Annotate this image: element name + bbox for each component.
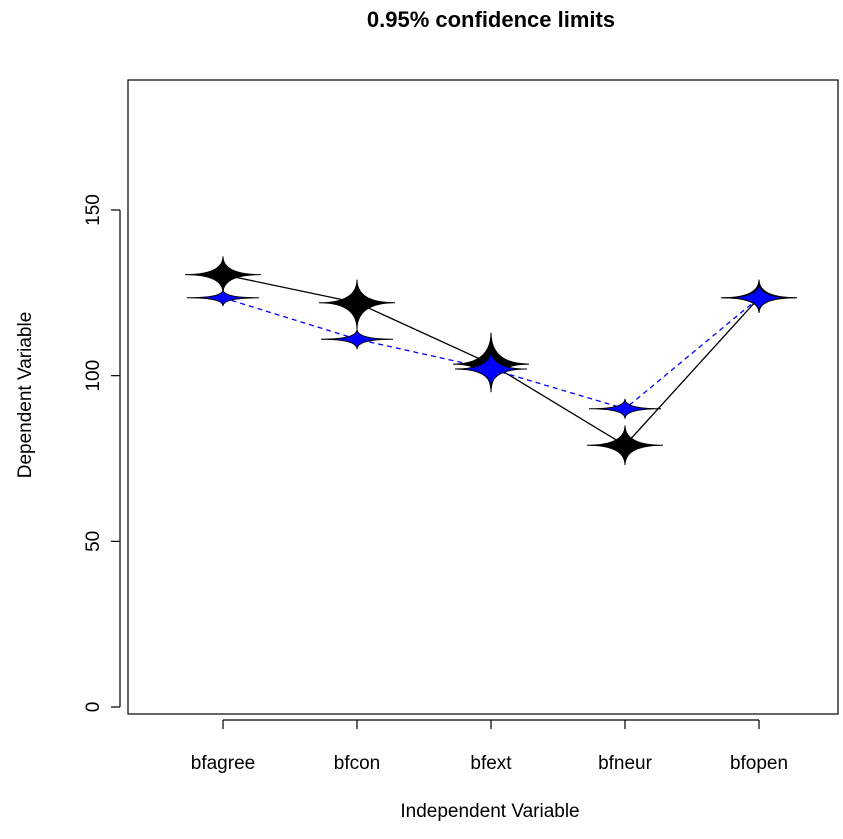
series-2-marker — [454, 349, 528, 389]
plot-area — [127, 79, 839, 715]
series-2-marker — [186, 289, 260, 307]
y-tick-label: 100 — [83, 360, 104, 392]
x-tick-label: bfopen — [730, 753, 788, 774]
series-1-marker — [586, 425, 664, 466]
x-axis-label: Independent Variable — [400, 801, 579, 822]
y-tick-label: 150 — [83, 194, 104, 226]
series-line-2 — [222, 297, 760, 410]
series-1-marker — [318, 279, 396, 330]
series-2-marker — [588, 398, 662, 419]
y-tick-label: 0 — [83, 702, 104, 713]
series-2-marker — [722, 282, 796, 313]
chart-title: 0.95% confidence limits — [367, 7, 615, 32]
x-tick-label: bfext — [470, 753, 512, 774]
series-markers — [184, 256, 798, 466]
x-tick-label: bfagree — [191, 753, 255, 774]
x-tick-label: bfneur — [598, 753, 653, 774]
y-ticks: 0 50 100 150 — [83, 194, 120, 712]
y-axis-label: Dependent Variable — [15, 312, 36, 479]
series-1-marker — [184, 256, 262, 293]
x-ticks: bfagree bfcon bfext bfneur bfopen — [191, 720, 788, 774]
x-tick-label: bfcon — [334, 753, 380, 774]
y-tick-label: 50 — [83, 531, 104, 552]
series-2-marker — [320, 329, 394, 350]
